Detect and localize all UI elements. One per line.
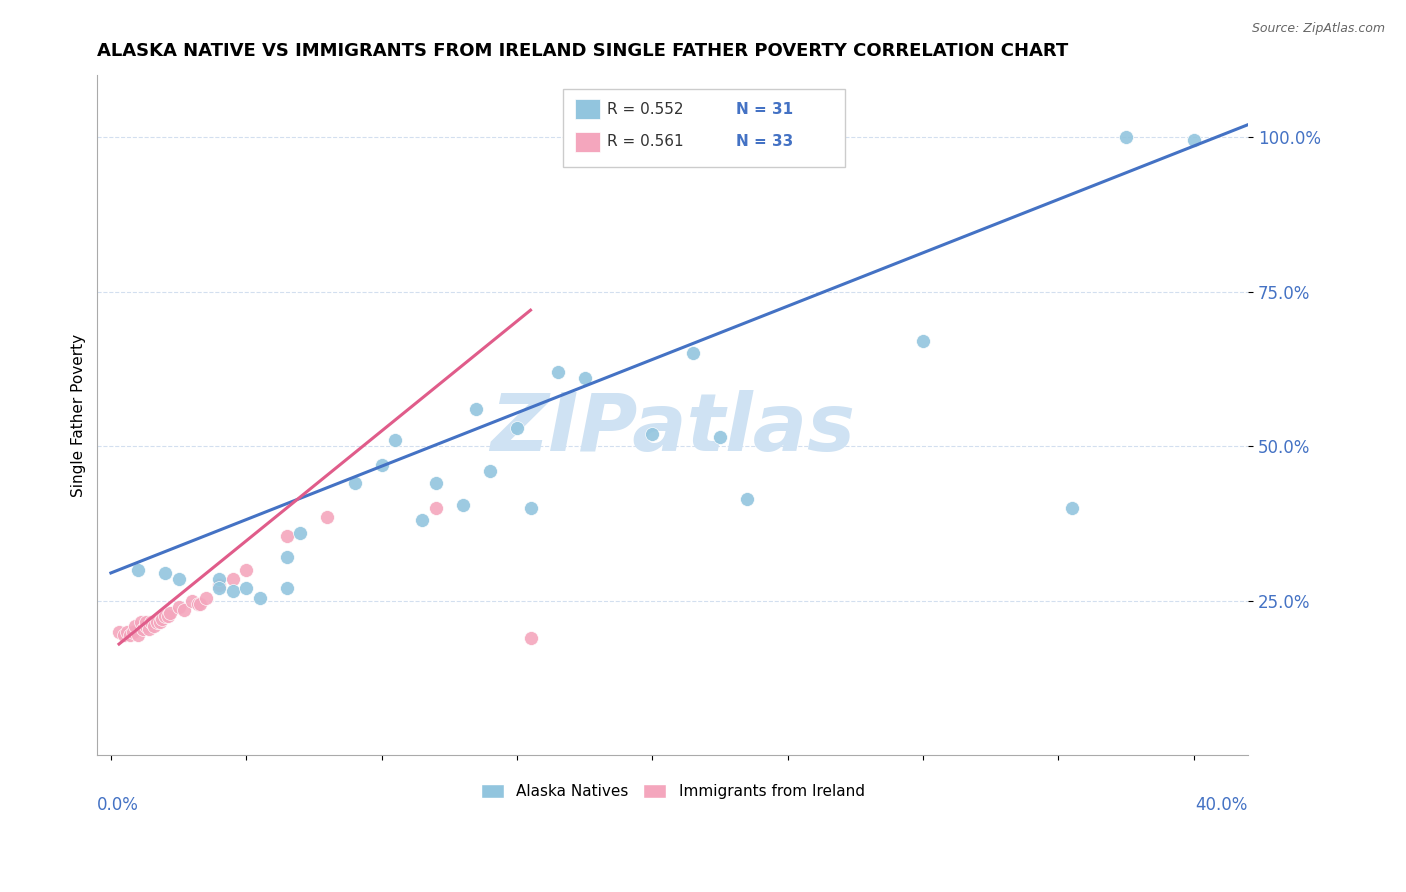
Point xyxy=(127,628,149,642)
FancyBboxPatch shape xyxy=(575,132,600,152)
Point xyxy=(112,628,135,642)
Point xyxy=(132,622,155,636)
Point xyxy=(682,346,704,360)
Point xyxy=(912,334,935,348)
Point xyxy=(641,426,664,441)
Point xyxy=(153,566,176,580)
Point xyxy=(1115,130,1137,145)
Point xyxy=(188,597,211,611)
Point xyxy=(173,603,195,617)
Point xyxy=(208,578,231,592)
Point xyxy=(141,615,163,630)
Text: 40.0%: 40.0% xyxy=(1195,797,1249,814)
Point xyxy=(150,612,173,626)
Point xyxy=(121,624,143,639)
Point xyxy=(411,513,433,527)
Point xyxy=(186,597,208,611)
Point xyxy=(465,402,488,417)
Point xyxy=(276,529,298,543)
Point xyxy=(316,510,339,524)
Point xyxy=(124,618,146,632)
Point xyxy=(519,501,541,516)
Point xyxy=(478,464,501,478)
Point xyxy=(235,582,257,596)
Point xyxy=(506,420,529,434)
Text: R = 0.561: R = 0.561 xyxy=(607,135,683,149)
Point xyxy=(735,491,758,506)
Text: N = 31: N = 31 xyxy=(735,102,793,117)
Point xyxy=(370,458,392,472)
Point xyxy=(249,591,271,605)
FancyBboxPatch shape xyxy=(564,89,845,167)
Point xyxy=(384,433,406,447)
Text: ALASKA NATIVE VS IMMIGRANTS FROM IRELAND SINGLE FATHER POVERTY CORRELATION CHART: ALASKA NATIVE VS IMMIGRANTS FROM IRELAND… xyxy=(97,42,1069,60)
Point xyxy=(135,615,157,630)
Point xyxy=(108,624,131,639)
Point xyxy=(519,631,541,645)
Point xyxy=(181,594,204,608)
Point xyxy=(425,501,447,516)
Point xyxy=(222,572,245,586)
Point xyxy=(222,584,245,599)
Point xyxy=(167,599,190,614)
Point xyxy=(149,615,172,630)
Point xyxy=(343,476,366,491)
Point xyxy=(143,618,166,632)
Point xyxy=(138,622,160,636)
Point xyxy=(574,371,596,385)
Point xyxy=(146,615,169,630)
Point xyxy=(709,430,731,444)
Point xyxy=(290,525,312,540)
Point xyxy=(235,563,257,577)
Text: N = 33: N = 33 xyxy=(735,135,793,149)
Point xyxy=(129,615,152,630)
Point xyxy=(156,609,179,624)
Point xyxy=(451,498,474,512)
Point xyxy=(194,591,217,605)
Point xyxy=(167,572,190,586)
Text: ZIPatlas: ZIPatlas xyxy=(491,390,855,468)
Point xyxy=(547,365,569,379)
Point xyxy=(118,628,141,642)
Point xyxy=(276,550,298,565)
Point xyxy=(153,609,176,624)
Point xyxy=(135,618,157,632)
Point xyxy=(1182,133,1205,147)
Text: 0.0%: 0.0% xyxy=(97,797,139,814)
Point xyxy=(127,563,149,577)
Text: Source: ZipAtlas.com: Source: ZipAtlas.com xyxy=(1251,22,1385,36)
Text: R = 0.552: R = 0.552 xyxy=(607,102,683,117)
Point xyxy=(159,606,181,620)
Legend: Alaska Natives, Immigrants from Ireland: Alaska Natives, Immigrants from Ireland xyxy=(475,778,870,805)
FancyBboxPatch shape xyxy=(575,99,600,120)
Point xyxy=(208,582,231,596)
Y-axis label: Single Father Poverty: Single Father Poverty xyxy=(72,334,86,497)
Point xyxy=(208,572,231,586)
Point xyxy=(1060,501,1083,516)
Point xyxy=(115,624,138,639)
Point xyxy=(276,582,298,596)
Point xyxy=(425,476,447,491)
